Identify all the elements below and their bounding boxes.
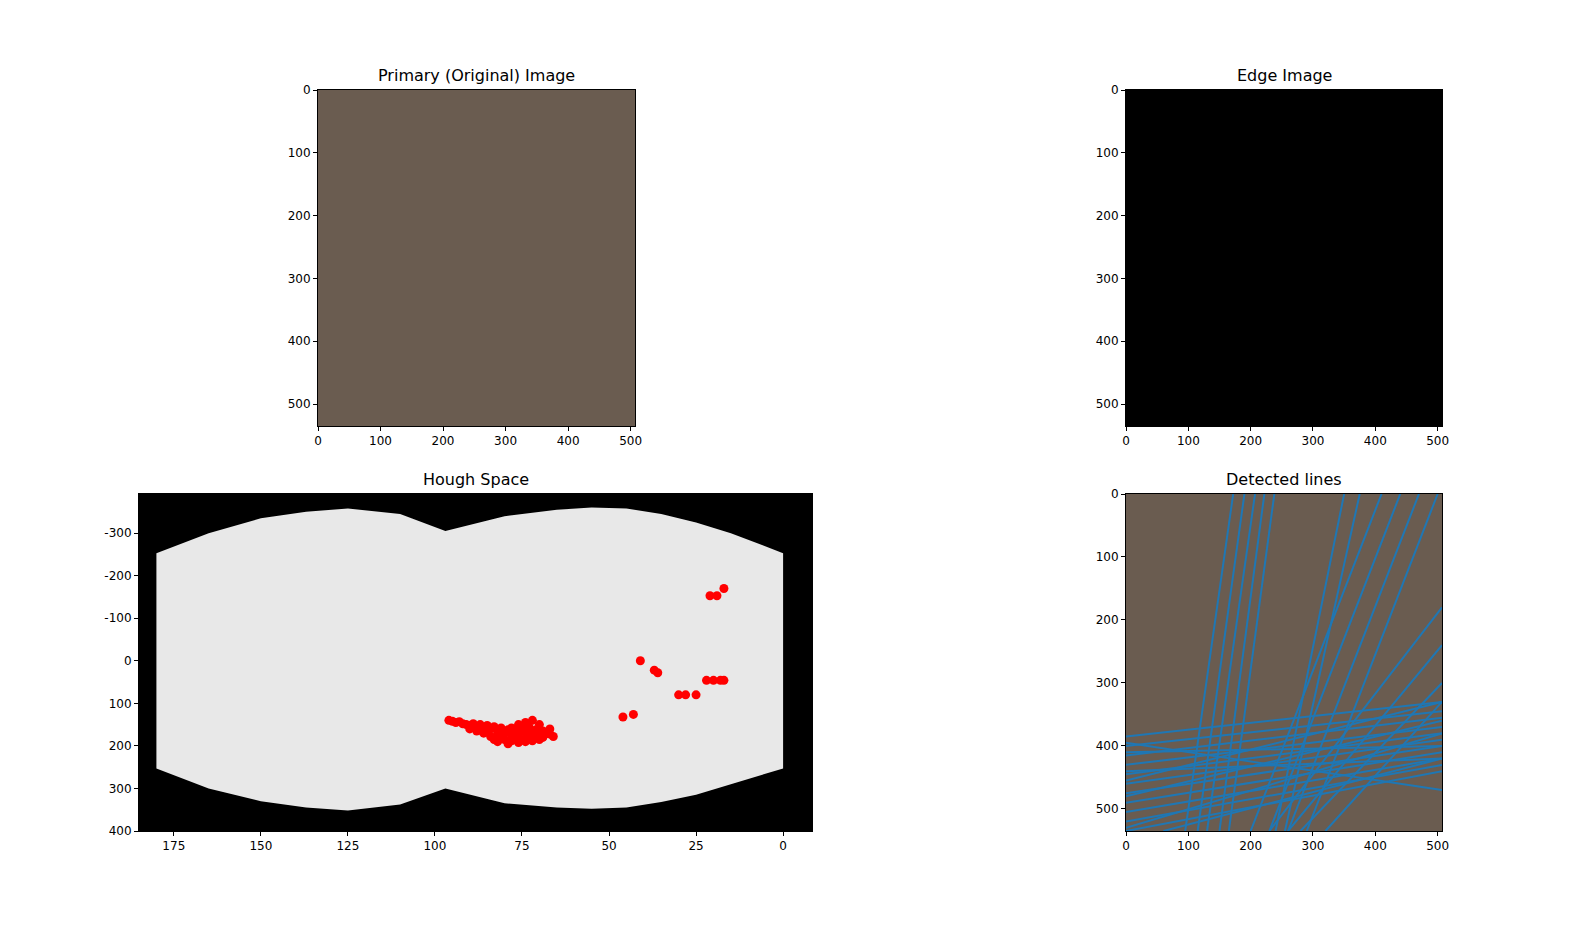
- svg-text:200: 200: [1239, 839, 1262, 853]
- svg-text:300: 300: [1302, 434, 1325, 448]
- svg-text:200: 200: [1096, 613, 1119, 627]
- svg-text:100: 100: [369, 434, 392, 448]
- svg-text:500: 500: [1426, 839, 1449, 853]
- svg-text:200: 200: [432, 434, 455, 448]
- svg-text:200: 200: [288, 209, 311, 223]
- svg-text:100: 100: [423, 839, 446, 853]
- svg-text:200: 200: [1096, 209, 1119, 223]
- svg-text:-100: -100: [104, 611, 131, 625]
- svg-text:400: 400: [557, 434, 580, 448]
- svg-text:100: 100: [1096, 550, 1119, 564]
- svg-text:-300: -300: [104, 526, 131, 540]
- svg-text:300: 300: [1096, 272, 1119, 286]
- svg-text:150: 150: [249, 839, 272, 853]
- svg-text:0: 0: [1122, 839, 1130, 853]
- svg-text:400: 400: [1096, 739, 1119, 753]
- svg-text:300: 300: [288, 272, 311, 286]
- svg-text:0: 0: [314, 434, 322, 448]
- svg-text:400: 400: [109, 824, 132, 838]
- svg-text:100: 100: [109, 697, 132, 711]
- svg-text:200: 200: [109, 739, 132, 753]
- svg-text:300: 300: [1096, 676, 1119, 690]
- svg-text:Primary (Original) Image: Primary (Original) Image: [378, 66, 575, 85]
- svg-text:Detected lines: Detected lines: [1226, 470, 1342, 489]
- svg-text:0: 0: [303, 83, 311, 97]
- svg-text:100: 100: [1177, 434, 1200, 448]
- svg-text:400: 400: [1364, 434, 1387, 448]
- svg-text:75: 75: [514, 839, 529, 853]
- svg-text:100: 100: [1096, 146, 1119, 160]
- svg-text:500: 500: [1096, 397, 1119, 411]
- svg-text:25: 25: [688, 839, 703, 853]
- svg-text:0: 0: [779, 839, 787, 853]
- svg-text:0: 0: [1111, 83, 1119, 97]
- svg-text:500: 500: [1096, 802, 1119, 816]
- svg-text:Edge Image: Edge Image: [1237, 66, 1332, 85]
- svg-text:400: 400: [1096, 334, 1119, 348]
- svg-text:500: 500: [619, 434, 642, 448]
- svg-text:200: 200: [1239, 434, 1262, 448]
- svg-text:300: 300: [109, 782, 132, 796]
- svg-text:500: 500: [1426, 434, 1449, 448]
- svg-text:500: 500: [288, 397, 311, 411]
- svg-text:0: 0: [1111, 487, 1119, 501]
- svg-text:-200: -200: [104, 569, 131, 583]
- svg-text:0: 0: [1122, 434, 1130, 448]
- svg-text:300: 300: [494, 434, 517, 448]
- svg-text:Hough Space: Hough Space: [423, 470, 529, 489]
- svg-text:100: 100: [1177, 839, 1200, 853]
- svg-text:50: 50: [601, 839, 616, 853]
- svg-text:300: 300: [1302, 839, 1325, 853]
- svg-text:100: 100: [288, 146, 311, 160]
- svg-text:0: 0: [124, 654, 132, 668]
- svg-text:400: 400: [1364, 839, 1387, 853]
- svg-text:125: 125: [336, 839, 359, 853]
- svg-text:175: 175: [162, 839, 185, 853]
- svg-text:400: 400: [288, 334, 311, 348]
